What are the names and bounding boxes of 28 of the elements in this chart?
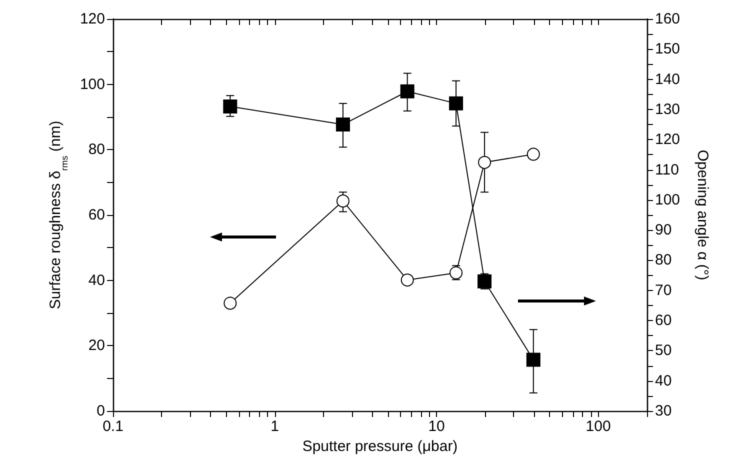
y-tick-label: 40	[88, 272, 105, 289]
y-axis-title: Surface roughness δrms (nm)	[47, 120, 70, 310]
y2-tick-label: 60	[655, 312, 672, 330]
x-axis-title: Sputter pressure (μbar)	[302, 438, 458, 455]
y-tick-label: 100	[80, 76, 105, 93]
y-tick-label: 20	[88, 337, 105, 354]
y2-axis-title: Opening angle α (°)	[694, 150, 711, 280]
y-tick-label: 60	[88, 206, 105, 224]
y2-tick-label: 70	[655, 282, 672, 299]
y2-tick-label: 150	[655, 40, 680, 58]
y2-tick-label: 160	[655, 10, 680, 28]
x-tick-label: 0.1	[102, 418, 124, 435]
y2-tick-label: 80	[655, 252, 672, 269]
y2-tick-label: 110	[655, 161, 679, 178]
x-tick-label: 1	[270, 418, 279, 435]
y-tick-label: 0	[96, 402, 105, 420]
y-tick-label: 80	[88, 141, 105, 158]
x-tick-label: 100	[586, 418, 611, 435]
y2-tick-label: 140	[655, 70, 680, 88]
x-tick-label: 10	[428, 418, 445, 435]
y2-tick-label: 50	[655, 342, 672, 360]
y-tick-label: 120	[80, 10, 105, 28]
y2-tick-label: 30	[655, 402, 672, 420]
y2-tick-label: 40	[655, 372, 672, 390]
y2-tick-label: 120	[655, 131, 680, 148]
y2-tick-label: 130	[655, 100, 680, 118]
y2-tick-label: 100	[655, 191, 680, 208]
y2-tick-label: 90	[655, 222, 672, 239]
